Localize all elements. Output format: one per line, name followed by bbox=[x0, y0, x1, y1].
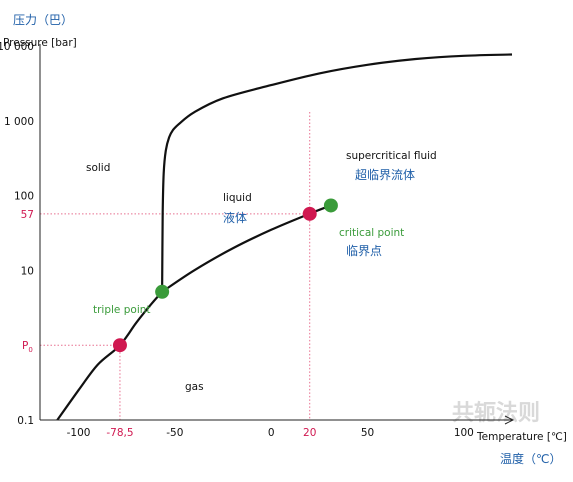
x-tick-labels: -100 -78,5 -50 0 20 50 100 bbox=[67, 427, 474, 439]
triple-point-label: triple point bbox=[93, 304, 151, 316]
guide-lines bbox=[40, 112, 311, 420]
x-tick-label: 100 bbox=[454, 427, 474, 439]
point-p0-marker bbox=[112, 338, 127, 353]
region-solid: solid bbox=[86, 162, 110, 174]
critical-point-label: critical point bbox=[339, 227, 404, 239]
region-liquid: liquid bbox=[223, 192, 252, 204]
y-tick-label: 1 000 bbox=[4, 116, 34, 128]
y-tick-label: 57 bbox=[21, 209, 34, 221]
x-tick-label: 0 bbox=[268, 427, 275, 439]
region-supercritical-cn: 超临界流体 bbox=[355, 167, 415, 182]
y-axis-title: Pressure [bar] bbox=[3, 37, 77, 49]
x-tick-label: -100 bbox=[67, 427, 91, 439]
y-tick-label: 100 bbox=[14, 191, 34, 203]
y-axis-title-cn: 压力（巴） bbox=[13, 13, 73, 27]
x-tick-label: 50 bbox=[361, 427, 374, 439]
x-axis-title: Temperature [℃] bbox=[476, 431, 567, 443]
x-tick-label: -50 bbox=[166, 427, 183, 439]
y-tick-label: P0 bbox=[22, 340, 33, 354]
phase-curves bbox=[56, 53, 513, 421]
region-gas: gas bbox=[185, 381, 204, 393]
y-tick-labels: 10 000 1 000 100 57 10 P0 0.1 bbox=[0, 41, 34, 427]
critical-point-marker bbox=[323, 198, 338, 213]
region-liquid-cn: 液体 bbox=[223, 210, 247, 225]
x-tick-label: -78,5 bbox=[106, 427, 133, 439]
region-supercritical: supercritical fluid bbox=[346, 150, 437, 162]
y-tick-label: 10 bbox=[21, 265, 34, 277]
x-tick-label: 20 bbox=[303, 427, 316, 439]
point-20-57-marker bbox=[302, 206, 317, 221]
y-tick-label: 0.1 bbox=[17, 415, 34, 427]
curve-melting bbox=[161, 53, 513, 292]
point-markers bbox=[112, 198, 338, 353]
triple-point-marker bbox=[155, 284, 170, 299]
y-tick-label: 10 000 bbox=[0, 41, 34, 53]
x-axis-title-cn: 温度（℃） bbox=[500, 451, 561, 466]
x-axis-arrow bbox=[504, 415, 515, 425]
watermark: 共轭法则 bbox=[452, 400, 540, 426]
critical-point-label-cn: 临界点 bbox=[346, 244, 382, 258]
